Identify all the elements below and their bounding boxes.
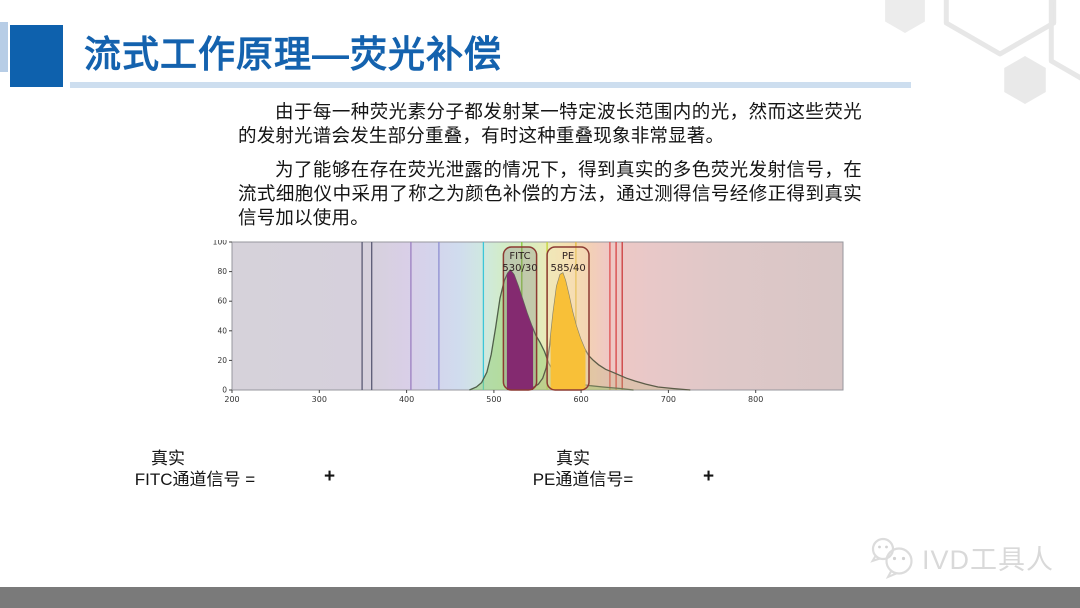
svg-text:800: 800 bbox=[748, 395, 763, 404]
svg-text:530/30: 530/30 bbox=[502, 263, 537, 274]
svg-text:600: 600 bbox=[573, 395, 588, 404]
hexagon-filled-small bbox=[885, 0, 925, 33]
svg-text:40: 40 bbox=[217, 326, 227, 335]
svg-text:0: 0 bbox=[222, 386, 227, 395]
formula-pe-plus-sign: + bbox=[703, 466, 715, 487]
formula-fitc-plus-sign: + bbox=[324, 466, 336, 487]
svg-text:80: 80 bbox=[217, 267, 227, 276]
formula-pe-channel-label: PE通道信号= bbox=[532, 470, 634, 489]
title-accent-light-bar bbox=[0, 22, 8, 72]
paragraph-overlap: 由于每一种荧光素分子都发射某一特定波长范围内的光，然而这些荧光的发射光谱会发生部… bbox=[238, 101, 862, 146]
svg-text:500: 500 bbox=[486, 395, 501, 404]
formula-fitc: 真实 FITC通道信号 = bbox=[110, 448, 280, 490]
formula-pe-true-label: 真实 bbox=[556, 449, 590, 468]
svg-text:300: 300 bbox=[312, 395, 327, 404]
svg-text:20: 20 bbox=[217, 356, 227, 365]
hexagon-filled-small bbox=[1004, 56, 1046, 104]
bottom-bar bbox=[0, 587, 1080, 608]
svg-text:FITC: FITC bbox=[509, 251, 530, 262]
watermark: IVD工具人 bbox=[868, 534, 1054, 580]
wechat-icon bbox=[870, 537, 913, 580]
svg-text:400: 400 bbox=[399, 395, 414, 404]
spectrum-chart: FITC 530/30 PE 585/40 200 300 400 500 600 700 800 0… bbox=[201, 238, 847, 408]
svg-text:60: 60 bbox=[217, 297, 227, 306]
svg-text:700: 700 bbox=[661, 395, 676, 404]
paragraph-compensation: 为了能够在存在荧光泄露的情况下，得到真实的多色荧光发射信号，在流式细胞仪中采用了… bbox=[238, 159, 862, 228]
svg-text:PE: PE bbox=[562, 251, 574, 262]
watermark-text: IVD工具人 bbox=[922, 544, 1055, 575]
title-underline bbox=[70, 82, 911, 88]
svg-text:585/40: 585/40 bbox=[551, 263, 586, 274]
title-accent-square bbox=[10, 25, 63, 87]
hexagon-outline-large bbox=[943, 0, 1057, 57]
formula-pe: 真实 PE通道信号= bbox=[498, 448, 668, 490]
hexagon-outline-large bbox=[1048, 0, 1080, 81]
formula-fitc-true-label: 真实 bbox=[151, 449, 185, 468]
formula-fitc-channel-label: FITC通道信号 = bbox=[134, 470, 256, 489]
svg-text:200: 200 bbox=[224, 395, 239, 404]
page-title: 流式工作原理—荧光补偿 bbox=[84, 34, 502, 75]
svg-text:100: 100 bbox=[213, 240, 228, 247]
